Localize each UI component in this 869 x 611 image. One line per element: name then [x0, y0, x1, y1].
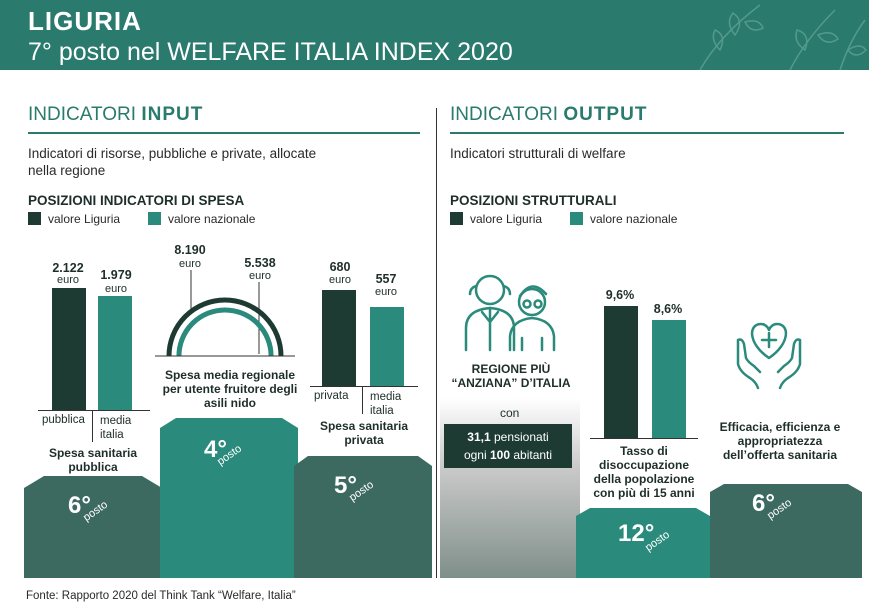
legend-liguria-swatch	[28, 212, 41, 225]
header-banner	[0, 0, 869, 71]
rank-number: 6°	[752, 490, 775, 517]
source-footer: Fonte: Rapporto 2020 del Think Tank “Wel…	[26, 590, 296, 602]
bar-nazionale	[370, 307, 404, 386]
anziana-con: con	[500, 406, 520, 420]
arc-liguria	[166, 297, 284, 357]
bar-liguria	[52, 288, 86, 410]
bar-value-label: 557	[375, 272, 397, 286]
input-description: Indicatori di risorse, pubbliche e priva…	[28, 146, 317, 178]
asili-arcs	[155, 270, 295, 357]
output-section-title: INDICATORI OUTPUT	[450, 104, 647, 126]
legend-nazionale-swatch	[148, 212, 161, 225]
stat-value: 31,1	[467, 430, 491, 444]
arc-unit-label: euro	[178, 258, 202, 270]
bar-value-label: 8,6%	[653, 302, 683, 316]
rank-number: 12°	[618, 520, 655, 547]
tick-label: media italia	[100, 415, 132, 441]
input-title-bold: INPUT	[141, 104, 204, 125]
bar-value-label: 9,6%	[605, 288, 635, 302]
region-subtitle: 7° posto nel WELFARE ITALIA INDEX 2020	[28, 38, 513, 66]
anziana-caption: REGIONE PIÙ “ANZIANA” D’ITALIA	[451, 362, 571, 390]
leaf-decoration-icon	[699, 4, 867, 71]
bar-unit-label: euro	[328, 274, 352, 286]
output-description: Indicatori strutturali di welfare	[450, 146, 626, 161]
legend-liguria-label: valore Liguria	[48, 212, 121, 226]
anziana-stat-box: 31,1 pensionati ogni 100 abitanti	[444, 424, 572, 468]
output-subtitle: POSIZIONI STRUTTURALI	[450, 193, 617, 208]
region-title: LIGURIA	[28, 6, 142, 36]
chart-caption: Tasso di disoccupazione della popolazion…	[593, 444, 695, 500]
input-section-title: INDICATORI INPUT	[28, 104, 203, 126]
chart-caption: Spesa sanitaria privata	[319, 419, 409, 447]
efficacia-caption: Efficacia, efficienza e appropriatezza d…	[719, 420, 841, 462]
stat-value: 100	[489, 448, 511, 462]
section-divider	[436, 108, 437, 578]
stat-text: abitanti	[510, 448, 553, 462]
bar-value-label: 1.979	[100, 268, 132, 282]
heart-hands-icon	[736, 322, 802, 390]
bar-value-label: 2.122	[52, 261, 84, 275]
input-title-plain: INDICATORI	[28, 104, 142, 125]
bar-unit-label: euro	[56, 274, 80, 286]
bar-liguria	[604, 306, 638, 438]
input-title-underline	[28, 132, 420, 134]
tick-label: pubblica	[42, 414, 85, 426]
tick-label: privata	[314, 390, 349, 402]
legend-liguria-label: valore Liguria	[470, 212, 543, 226]
bar-value-label: 680	[329, 260, 351, 274]
output-title-plain: INDICATORI	[450, 104, 564, 125]
bar-unit-label: euro	[374, 286, 398, 298]
output-podium	[576, 484, 862, 578]
legend-liguria-swatch	[450, 212, 463, 225]
arc-unit-label: euro	[248, 270, 272, 282]
bar-unit-label: euro	[104, 283, 128, 295]
chart-caption: Spesa sanitaria pubblica	[48, 446, 138, 474]
rank-number: 5°	[334, 472, 357, 499]
axis-tick	[92, 410, 93, 442]
rank-number: 4°	[204, 436, 227, 463]
axis-tick	[362, 386, 363, 414]
stat-text: ogni	[463, 448, 490, 462]
rank-number: 6°	[68, 492, 91, 519]
legend-nazionale-label: valore nazionale	[168, 212, 256, 226]
input-subtitle: POSIZIONI INDICATORI DI SPESA	[28, 193, 245, 208]
output-title-underline	[450, 132, 844, 134]
chart-caption: Spesa media regionale per utente fruitor…	[162, 368, 298, 410]
arc-value-label: 8.190	[174, 243, 206, 257]
x-axis-line	[310, 386, 418, 387]
arc-nazionale	[176, 307, 274, 357]
x-axis-line	[38, 410, 150, 411]
legend-nazionale-swatch	[570, 212, 583, 225]
output-title-bold: OUTPUT	[563, 104, 648, 125]
stat-text: pensionati	[490, 430, 549, 444]
input-podium	[24, 418, 432, 578]
bar-nazionale	[98, 296, 132, 410]
elderly-couple-icon	[464, 274, 556, 352]
x-axis-line	[590, 438, 698, 439]
tick-label: media italia	[370, 391, 402, 417]
arc-value-label: 5.538	[244, 256, 276, 270]
bar-liguria	[322, 290, 356, 386]
legend-nazionale-label: valore nazionale	[590, 212, 678, 226]
bar-nazionale	[652, 319, 686, 438]
